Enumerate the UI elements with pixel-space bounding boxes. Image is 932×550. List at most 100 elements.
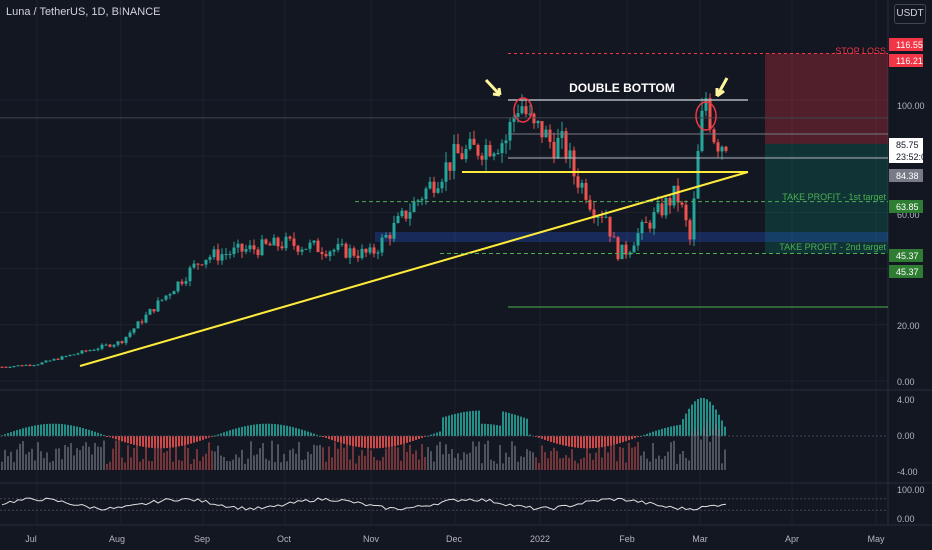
osc-bar (517, 415, 519, 436)
volume-bar (253, 455, 255, 470)
candle-body (716, 142, 720, 152)
volume-bar (535, 457, 537, 470)
candle-body (584, 182, 588, 200)
volume-bar (370, 450, 372, 470)
volume-bar (121, 457, 123, 470)
volume-bar (415, 450, 417, 470)
osc-bar (715, 409, 717, 436)
osc-bar (241, 426, 243, 436)
candle-body (576, 176, 580, 188)
volume-bar (55, 448, 57, 470)
volume-bar (16, 449, 18, 470)
osc-bar (550, 436, 552, 442)
osc-tick: 0.00 (897, 431, 915, 441)
volume-bar (106, 463, 108, 470)
osc-bar (289, 426, 291, 436)
osc-bar (667, 427, 669, 436)
volume-bar (457, 453, 459, 470)
osc-bar (421, 436, 423, 438)
volume-bar (28, 451, 30, 470)
candle-body (680, 202, 684, 205)
volume-bar (202, 456, 204, 470)
candle-body (496, 153, 500, 155)
osc-bar (619, 436, 621, 444)
volume-bar (400, 460, 402, 470)
osc-bar (223, 432, 225, 436)
osc-bar (34, 425, 36, 436)
candle-body (248, 245, 252, 250)
arrow-icon (715, 77, 729, 98)
osc-bar (169, 436, 171, 448)
price-badge (889, 249, 923, 262)
volume-bar (289, 450, 291, 470)
volume-bar (109, 461, 111, 470)
osc-bar (412, 436, 414, 442)
candle-body (352, 248, 356, 256)
candle-body (420, 199, 424, 201)
osc-bar (256, 424, 258, 436)
osc-bar (646, 433, 648, 436)
candle-body (16, 365, 20, 367)
volume-bar (145, 444, 147, 470)
osc-bar (649, 432, 651, 436)
volume-bar (406, 451, 408, 470)
stop-loss-zone (765, 53, 888, 144)
trade-zones (375, 53, 888, 254)
volume-bar (94, 443, 96, 470)
volume-bar (142, 458, 144, 470)
volume-bar (130, 457, 132, 470)
candle-body (232, 247, 236, 255)
price-badge (889, 265, 923, 278)
time-tick: Nov (363, 534, 380, 544)
candle-body (696, 151, 700, 199)
volume-bar (430, 451, 432, 470)
volume-bar (433, 461, 435, 470)
volume-bar (541, 445, 543, 470)
candle-body (532, 113, 536, 124)
candle-body (636, 233, 640, 246)
candle-body (108, 344, 112, 347)
candle-body (560, 131, 564, 138)
candle-body (140, 321, 144, 323)
osc-bar (163, 436, 165, 449)
candle-body (292, 238, 296, 246)
candle-body (432, 181, 436, 193)
volume-bar (190, 463, 192, 470)
currency-button[interactable]: USDT (894, 4, 926, 24)
volume-bar (274, 462, 276, 470)
osc-bar (250, 425, 252, 436)
volume-bar (628, 442, 630, 470)
axes: 100.00 60.00 20.00 0.00 116.55 116.21 85.75 23:… (25, 38, 931, 544)
candle-body (84, 350, 88, 352)
candle-body (704, 98, 708, 111)
volume-bar (475, 446, 477, 470)
volume-bar (421, 443, 423, 470)
osc-bar (343, 436, 345, 444)
volume-bar (469, 452, 471, 470)
volume-bar (391, 445, 393, 470)
osc-bar (16, 430, 18, 436)
volume-bar (640, 455, 642, 470)
candle-body (720, 146, 724, 152)
osc-bar (556, 436, 558, 444)
osc-bar (316, 434, 318, 436)
osc-bar (499, 425, 501, 436)
osc-bar (7, 433, 9, 436)
volume-bar (319, 444, 321, 470)
candle-body (608, 216, 612, 237)
candle-body (700, 110, 704, 152)
candle-body (456, 144, 460, 154)
candle-body (448, 162, 452, 171)
osc-bar (568, 436, 570, 447)
candle-body (660, 203, 664, 216)
volume-bar (262, 443, 264, 470)
osc-bar (295, 427, 297, 436)
osc-bar (367, 436, 369, 449)
volume-bar (343, 447, 345, 470)
volume-bar (76, 448, 78, 470)
volume-bar (625, 462, 627, 470)
volume-bar (511, 441, 513, 470)
candle-body (388, 235, 392, 239)
candle-body (348, 248, 352, 258)
